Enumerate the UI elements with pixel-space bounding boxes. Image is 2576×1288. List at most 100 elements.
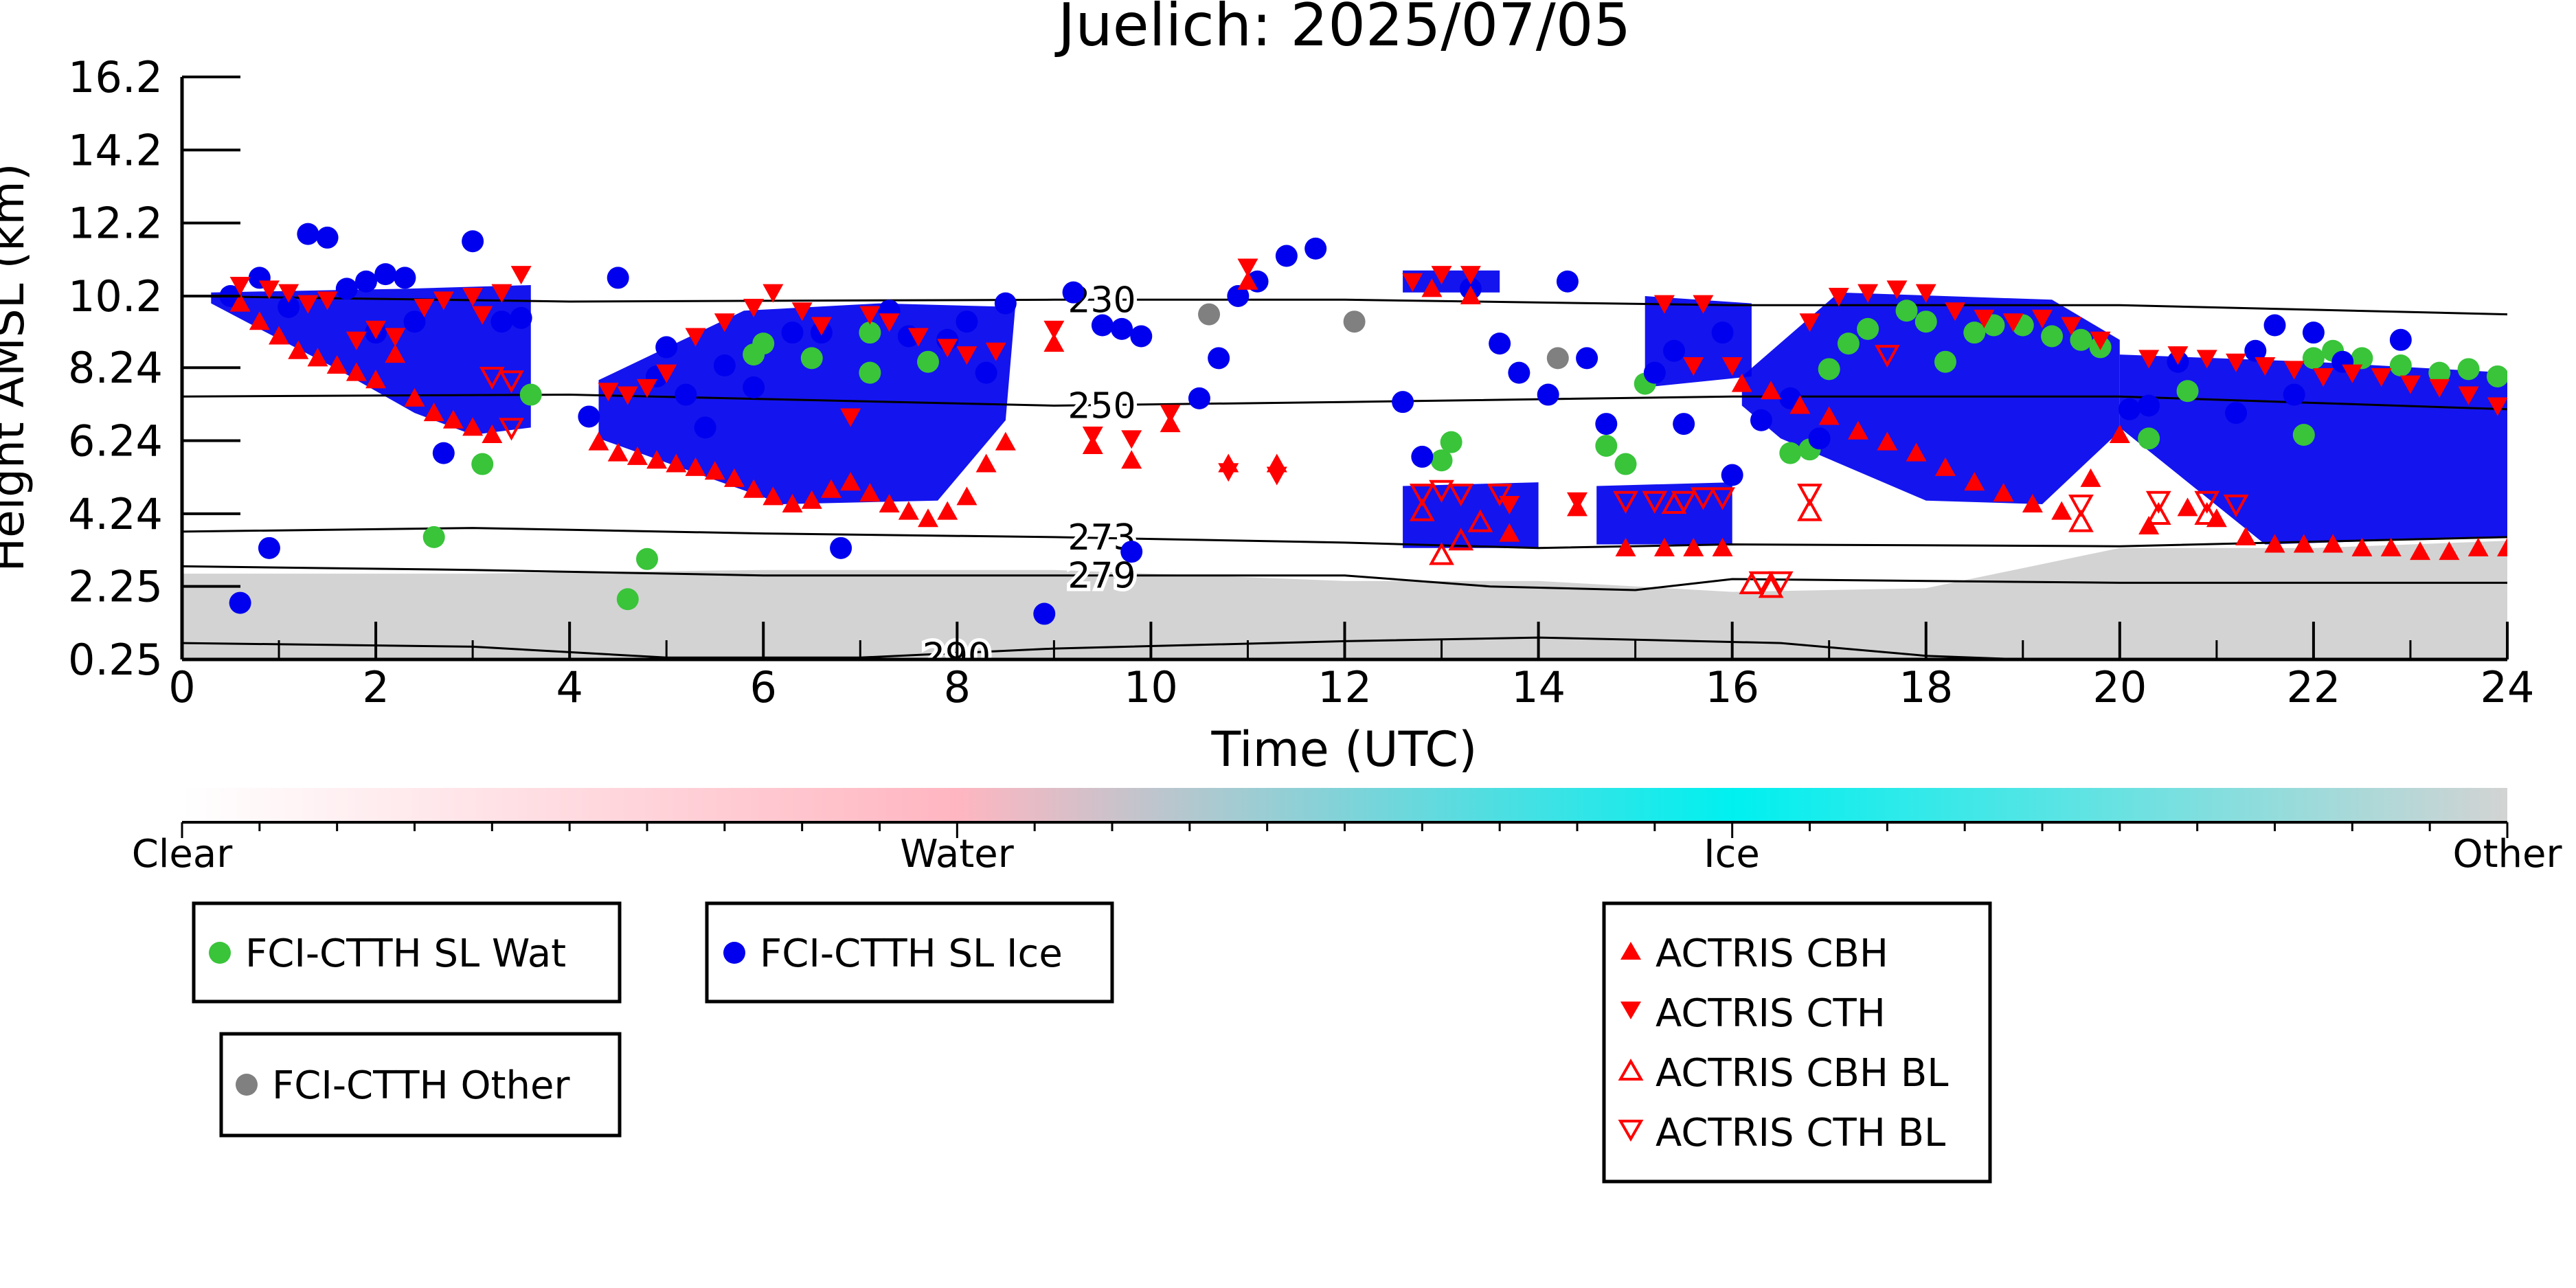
data-point [917, 350, 940, 373]
data-point [1198, 303, 1221, 326]
data-point [1409, 498, 1435, 521]
data-point [1613, 490, 1638, 514]
data-point [956, 486, 978, 506]
data-point [1653, 537, 1675, 556]
data-point [482, 425, 503, 444]
data-point [743, 298, 765, 317]
x-tick-label: 2 [362, 662, 389, 712]
data-point [1710, 487, 1735, 510]
series-fci-ctth-sl-wat [422, 300, 2507, 611]
data-point [2177, 497, 2198, 517]
data-point [316, 226, 339, 249]
data-point [1576, 347, 1598, 370]
x-axis-label: Time (UTC) [1211, 721, 1478, 778]
data-point [1227, 284, 1250, 307]
data-point [1906, 442, 1927, 462]
data-point [1779, 442, 1802, 464]
data-point [1111, 317, 1133, 340]
data-point [297, 295, 319, 314]
x-tick-label: 12 [1318, 662, 1372, 712]
legend-actris: ACTRIS CBH ACTRIS CTH ACTRIS CBH BL ACTR… [1602, 901, 1992, 1184]
data-point [1750, 409, 1772, 431]
data-point [975, 453, 997, 473]
data-point [2002, 313, 2024, 332]
data-point [365, 370, 387, 389]
axes: 0 2 4 6 8 10 12 14 16 18 20 22 240.252.254.246.248.2… [68, 52, 2535, 712]
data-point [472, 306, 493, 325]
data-point [656, 364, 677, 383]
data-point [385, 344, 406, 363]
data-point [1421, 278, 1443, 297]
data-point [1188, 387, 1210, 409]
data-point [499, 418, 524, 441]
data-point [713, 354, 736, 377]
data-point [646, 450, 668, 469]
colorbar-label-water: Water [900, 832, 1015, 877]
data-point [258, 536, 280, 559]
data-point [490, 310, 513, 333]
data-point [1934, 457, 1956, 476]
data-point [2138, 515, 2160, 534]
data-point [898, 501, 919, 520]
data-point [859, 321, 881, 344]
data-point [346, 362, 367, 381]
data-point [2302, 321, 2325, 344]
outline-triangle-up-icon [1618, 1058, 1644, 1081]
data-point [1963, 321, 1986, 344]
y-tick-label: 14.2 [68, 125, 163, 175]
data-point [1487, 484, 1513, 507]
isotherm-line [182, 295, 2507, 316]
data-point [1429, 479, 1454, 503]
data-point [1915, 284, 1936, 303]
x-tick-label: 10 [1124, 662, 1178, 712]
other-marker-icon [236, 1074, 258, 1096]
data-point [2138, 350, 2160, 369]
data-point [588, 431, 609, 451]
data-point [1895, 300, 1918, 322]
data-point [811, 317, 832, 336]
data-point [1653, 295, 1675, 314]
data-point [607, 267, 629, 289]
x-tick-label: 22 [2286, 662, 2340, 712]
data-point [1121, 430, 1142, 449]
data-point [1739, 571, 1765, 595]
data-point [1431, 266, 1452, 285]
data-point [317, 291, 338, 310]
data-point [2068, 509, 2094, 532]
series-actris-cth-bl [479, 345, 2249, 594]
data-point [840, 472, 861, 491]
filled-triangle-down-icon [1620, 1002, 1641, 1019]
y-tick-label: 16.2 [68, 52, 163, 102]
data-point [1690, 487, 1716, 510]
data-point [1731, 373, 1752, 392]
data-point [1683, 357, 1704, 376]
data-point [637, 379, 657, 398]
data-point [1460, 285, 1481, 304]
data-point [346, 331, 367, 350]
data-point [1974, 309, 1995, 328]
x-tick-label: 4 [556, 662, 583, 712]
data-point [2225, 402, 2248, 425]
colorbar: Clear Water Ice Other [132, 788, 2562, 877]
colorbar-label-clear: Clear [132, 832, 233, 877]
data-point [2351, 537, 2373, 556]
data-point [1789, 395, 1811, 414]
data-point [1091, 314, 1114, 337]
data-point [2292, 424, 2315, 447]
data-point [2176, 380, 2199, 403]
data-point [423, 403, 444, 422]
data-point [278, 295, 300, 318]
data-point [2342, 364, 2363, 383]
data-point [1914, 310, 1937, 333]
water-marker-icon [209, 942, 231, 964]
outline-triangle-down-icon [1618, 1120, 1644, 1142]
data-point [1237, 271, 1258, 290]
cloud-mask-layer [182, 270, 2507, 659]
data-point [675, 383, 697, 406]
y-tick-label: 4.24 [68, 489, 163, 539]
isotherm-label: 250 [1067, 385, 1136, 427]
isotherm-line [182, 527, 2507, 550]
data-point [1663, 339, 1686, 362]
data-point [1499, 523, 1520, 542]
